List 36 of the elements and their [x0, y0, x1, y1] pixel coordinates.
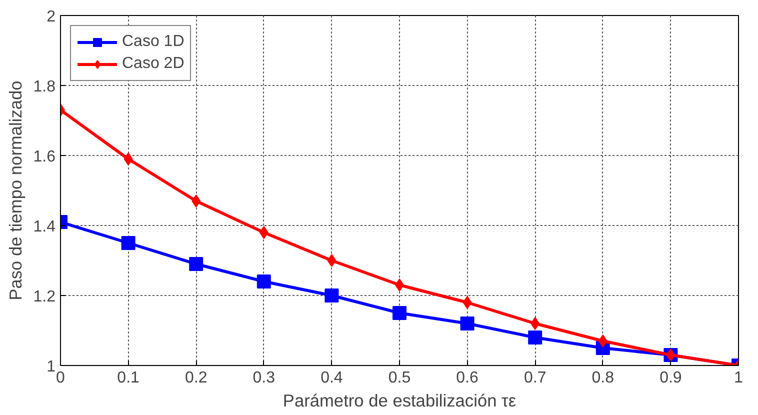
point [259, 226, 268, 239]
x-tick-label: 0.1 [117, 370, 140, 386]
legend-label: Caso 1D [122, 33, 184, 51]
point [462, 296, 472, 309]
point [324, 288, 339, 302]
y-tick-label: 2 [46, 8, 56, 26]
y-axis-title: Paso de tiempo normalizado [5, 80, 26, 300]
point [528, 330, 542, 344]
x-tick-label: 0.2 [184, 370, 208, 386]
legend-label: Caso 2D [122, 55, 184, 73]
point [460, 316, 474, 330]
point [392, 306, 406, 320]
point [256, 274, 271, 288]
y-tick-label: 1.2 [33, 288, 56, 306]
x-tick-label: 1 [734, 370, 744, 386]
x-tick-label: 0.5 [388, 370, 411, 386]
x-tick-label: 0.3 [252, 370, 276, 386]
point [189, 257, 204, 271]
x-tick-label: 0.9 [660, 370, 682, 386]
point [666, 348, 676, 362]
point [124, 152, 133, 166]
point [598, 334, 608, 348]
x-tick-label: 0.4 [320, 370, 343, 386]
y-tick-label: 1 [46, 358, 56, 376]
y-tick-label: 1.4 [33, 218, 56, 236]
x-axis-title: Parámetro de estabilización τε [282, 390, 516, 410]
x-tick-label: 0.6 [456, 370, 479, 386]
x-tick-label: 0.7 [524, 370, 546, 386]
point [121, 236, 136, 250]
point [327, 254, 336, 267]
x-tick-label: 0.8 [592, 370, 614, 386]
point [530, 317, 540, 330]
point [192, 194, 201, 208]
y-tick-label: 1.8 [33, 78, 56, 96]
y-tick-label: 1.6 [33, 148, 56, 166]
x-tick-label: 0 [56, 370, 66, 386]
